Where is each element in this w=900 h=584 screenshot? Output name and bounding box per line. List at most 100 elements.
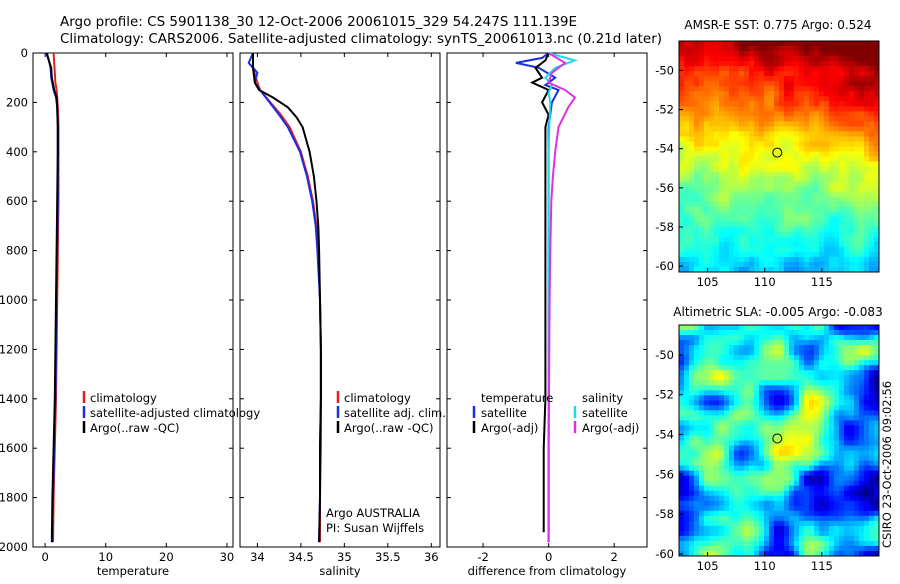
map-cell [704, 241, 710, 248]
map-cell [799, 141, 805, 147]
map-cell [684, 136, 690, 142]
map-cell [724, 420, 730, 426]
map-cell [824, 211, 830, 218]
map-cell [819, 241, 825, 248]
map-cell [734, 390, 740, 396]
map-cell [769, 236, 775, 243]
map-cell [764, 136, 770, 142]
map-cell [854, 211, 860, 218]
map-cell [794, 266, 800, 273]
map-cell [699, 550, 705, 557]
map-cell [689, 206, 695, 213]
map-cell [694, 261, 700, 268]
map-cell [804, 370, 810, 376]
map-cell [689, 266, 695, 273]
map-cell [719, 530, 725, 537]
map-cell [704, 101, 710, 107]
map-cell [794, 156, 800, 162]
map-cell [754, 400, 760, 406]
map-cell [759, 126, 765, 132]
map-cell [809, 485, 815, 492]
map-cell [699, 385, 705, 391]
map-cell [699, 460, 705, 467]
map-cell [754, 191, 760, 198]
map-cell [744, 196, 750, 203]
map-cell [799, 345, 805, 351]
map-cell [724, 196, 730, 203]
map-cell [859, 445, 865, 451]
map-cell [869, 335, 875, 341]
map-cell [719, 246, 725, 253]
map-cell [854, 455, 860, 461]
map-cell [774, 151, 780, 157]
map-cell [779, 71, 785, 77]
map-cell [769, 495, 775, 502]
map-cell [829, 206, 835, 213]
map-cell [829, 86, 835, 92]
map-cell [844, 440, 850, 446]
map-cell [834, 151, 840, 157]
map-cell [704, 335, 710, 341]
map-cell [794, 435, 800, 441]
map-cell [734, 66, 740, 72]
map-cell [779, 201, 785, 208]
map-cell [709, 111, 715, 117]
map-cell [709, 525, 715, 532]
map-cell [864, 405, 870, 411]
map-cell [824, 61, 830, 67]
map-cell [769, 196, 775, 203]
map-cell [814, 51, 820, 57]
map-cell [694, 345, 700, 351]
map-cell [779, 470, 785, 477]
map-cell [744, 51, 750, 57]
map-cell [809, 495, 815, 502]
map-cell [779, 490, 785, 497]
map-cell [804, 380, 810, 386]
map-cell [754, 525, 760, 532]
map-cell [729, 176, 735, 183]
map-cell [809, 206, 815, 213]
map-cell [789, 500, 795, 507]
map-cell [739, 256, 745, 263]
map-cell [794, 231, 800, 238]
map-cell [809, 480, 815, 487]
map-cell [864, 520, 870, 527]
map-cell [834, 166, 840, 172]
map-cell [779, 241, 785, 248]
map-cell [824, 390, 830, 396]
map-cell [794, 450, 800, 456]
map-cell [864, 495, 870, 502]
map-cell [694, 545, 700, 552]
map-cell [694, 221, 700, 228]
map-cell [829, 435, 835, 441]
map-cell [779, 46, 785, 52]
map-cell [799, 485, 805, 492]
map-cell [759, 435, 765, 441]
map-cell [709, 380, 715, 386]
map-cell [874, 201, 880, 208]
map-cell [719, 385, 725, 391]
map-cell [819, 161, 825, 167]
map-cell [739, 211, 745, 218]
map-cell [779, 166, 785, 172]
map-cell [774, 470, 780, 477]
map-cell [804, 231, 810, 238]
map-cell [799, 450, 805, 456]
map-cell [714, 56, 720, 62]
map-cell [814, 61, 820, 67]
map-cell [759, 460, 765, 467]
map-cell [734, 500, 740, 507]
map-cell [749, 76, 755, 82]
map-cell [874, 375, 880, 381]
map-cell [724, 111, 730, 117]
map-cell [864, 445, 870, 451]
map-cell [714, 345, 720, 351]
map-cell [814, 505, 820, 512]
map-cell [794, 505, 800, 512]
map-cell [749, 216, 755, 223]
map-cell [819, 480, 825, 487]
map-cell [769, 505, 775, 512]
map-cell [689, 450, 695, 456]
map-cell [809, 330, 815, 336]
map-cell [784, 111, 790, 117]
